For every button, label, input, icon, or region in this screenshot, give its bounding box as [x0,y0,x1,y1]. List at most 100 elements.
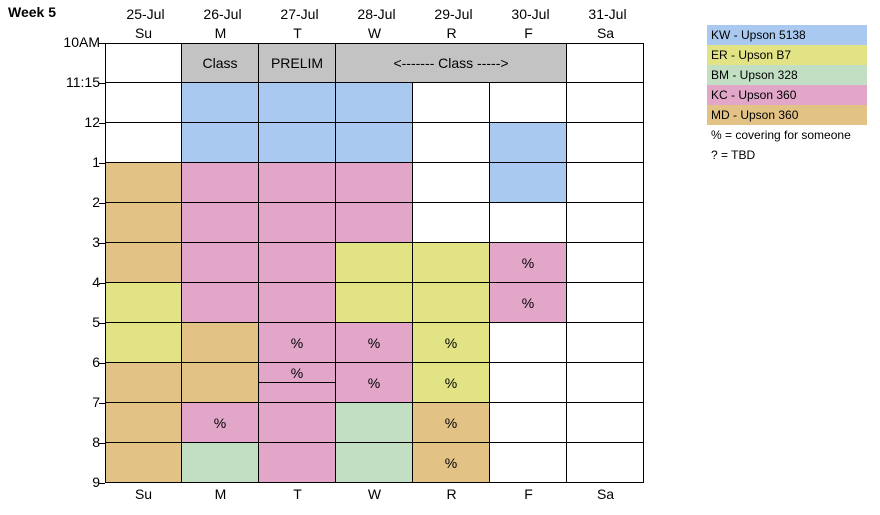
schedule-block[interactable] [182,203,259,243]
schedule-block[interactable] [105,163,182,203]
schedule-cell-empty[interactable] [490,443,567,483]
time-label: 9 [92,474,100,490]
day-label-top: R [446,25,457,41]
schedule-block[interactable] [259,283,336,323]
day-label-top: M [214,25,227,41]
date-label: 25-Jul [126,6,165,22]
schedule-block[interactable]: % [413,403,490,443]
day-label-top: Sa [596,25,615,41]
schedule-block[interactable]: % [413,323,490,363]
schedule-cell-empty[interactable] [567,43,644,83]
schedule-cell-empty[interactable] [567,283,644,323]
schedule-block[interactable] [413,283,490,323]
day-label-bottom: M [214,486,227,502]
legend-note: % = covering for someone [711,128,851,142]
schedule-cell-empty[interactable] [567,123,644,163]
schedule-block[interactable] [413,243,490,283]
schedule-block[interactable] [336,203,413,243]
schedule-block[interactable]: % [259,323,336,363]
schedule-block[interactable] [259,403,336,443]
schedule-block[interactable]: % [259,363,336,403]
time-tick [99,363,105,364]
schedule-cell-empty[interactable] [567,443,644,483]
schedule-block[interactable] [105,323,182,363]
schedule-block[interactable] [182,283,259,323]
schedule-block[interactable] [105,363,182,403]
schedule-block[interactable]: % [336,363,413,403]
block-text: % [290,334,304,351]
time-tick [99,283,105,284]
schedule-block[interactable] [259,203,336,243]
schedule-block[interactable] [336,403,413,443]
block-text: PRELIM [270,54,324,71]
schedule-block[interactable] [336,163,413,203]
schedule-block[interactable]: PRELIM [259,43,336,83]
schedule-block[interactable] [336,243,413,283]
schedule-block[interactable] [490,123,567,163]
schedule-cell-empty[interactable] [567,203,644,243]
schedule-block[interactable] [259,163,336,203]
schedule-cell-empty[interactable] [567,243,644,283]
schedule-block[interactable] [336,123,413,163]
schedule-cell-empty[interactable] [567,163,644,203]
schedule-block[interactable] [105,283,182,323]
schedule-cell-empty[interactable] [567,363,644,403]
schedule-block[interactable] [105,403,182,443]
date-label: 26-Jul [203,6,242,22]
schedule-block[interactable] [259,83,336,123]
schedule-block[interactable] [336,283,413,323]
schedule-block[interactable] [336,443,413,483]
schedule-cell-empty[interactable] [490,323,567,363]
schedule-block[interactable] [490,163,567,203]
schedule-block[interactable] [336,83,413,123]
schedule-block[interactable]: % [490,243,567,283]
schedule-block[interactable]: % [413,363,490,403]
time-label: 7 [92,394,100,410]
day-label-bottom: Sa [596,486,615,502]
schedule-cell-empty[interactable] [413,203,490,243]
schedule-cell-empty[interactable] [490,83,567,123]
block-text: % [521,294,535,311]
legend-item: KC - Upson 360 [707,85,867,105]
schedule-block[interactable] [105,443,182,483]
schedule-block[interactable]: % [182,403,259,443]
schedule-block[interactable] [182,83,259,123]
schedule-block[interactable] [105,243,182,283]
schedule-block[interactable] [259,243,336,283]
schedule-block[interactable] [182,123,259,163]
schedule-cell-empty[interactable] [567,83,644,123]
time-label: 8 [92,434,100,450]
schedule-block[interactable]: % [490,283,567,323]
legend-item: KW - Upson 5138 [707,25,867,45]
schedule-block[interactable] [182,163,259,203]
schedule-block[interactable] [259,443,336,483]
day-label-top: T [293,25,302,41]
schedule-cell-empty[interactable] [105,123,182,163]
schedule-cell-empty[interactable] [105,83,182,123]
schedule-block[interactable] [105,203,182,243]
schedule-cell-empty[interactable] [413,83,490,123]
schedule-cell-empty[interactable] [413,123,490,163]
schedule-cell-empty[interactable] [567,323,644,363]
schedule-cell-empty[interactable] [490,203,567,243]
schedule-block[interactable] [182,443,259,483]
legend-item: MD - Upson 360 [707,105,867,125]
schedule-block[interactable] [182,363,259,403]
block-text: % [367,374,381,391]
schedule-cell-empty[interactable] [490,363,567,403]
schedule-cell-empty[interactable] [105,43,182,83]
schedule-block[interactable]: % [336,323,413,363]
schedule-cell-empty[interactable] [413,163,490,203]
time-label: 6 [92,354,100,370]
schedule-block[interactable]: % [413,443,490,483]
block-text: % [444,334,458,351]
schedule-block[interactable]: <------- Class -----> [336,43,567,83]
schedule-block[interactable] [259,123,336,163]
schedule-block[interactable]: Class [182,43,259,83]
week-title: Week 5 [8,4,56,20]
schedule-block[interactable] [182,243,259,283]
schedule-block[interactable] [182,323,259,363]
day-label-bottom: Su [134,486,153,502]
schedule-cell-empty[interactable] [567,403,644,443]
schedule-cell-empty[interactable] [490,403,567,443]
